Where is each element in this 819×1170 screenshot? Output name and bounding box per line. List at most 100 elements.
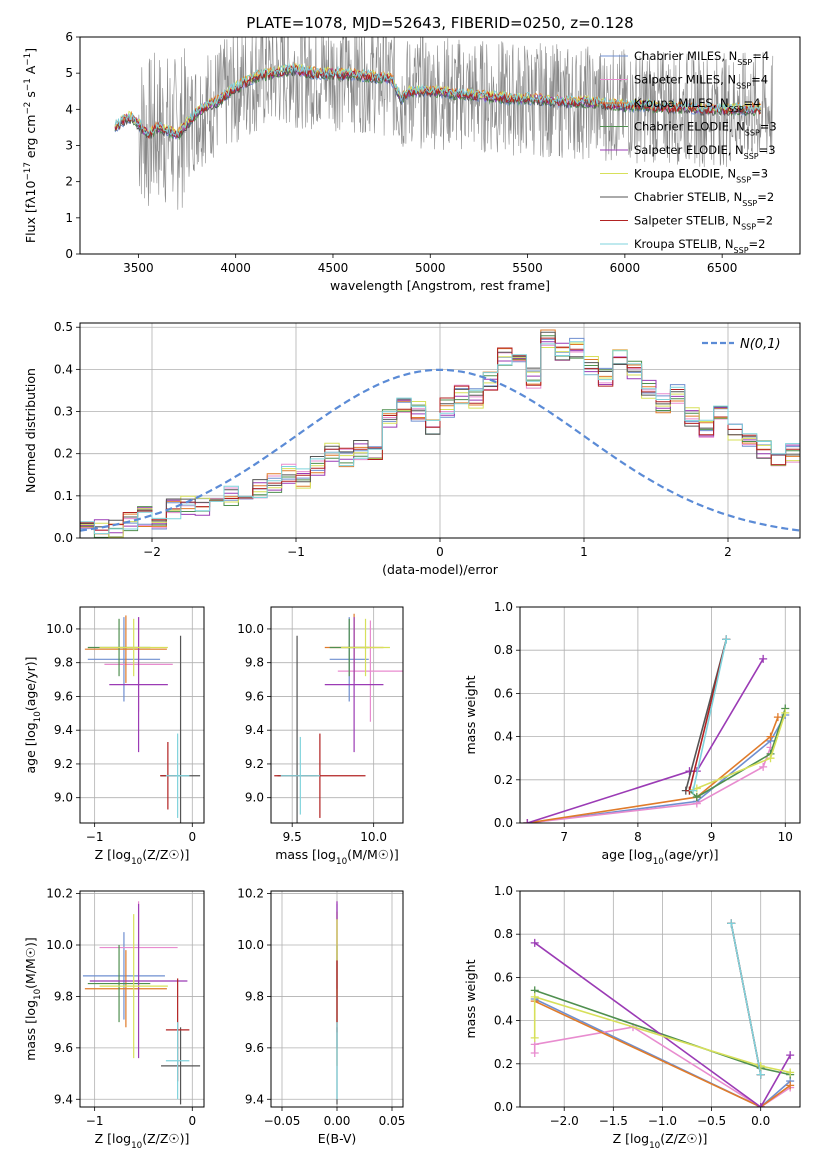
weight-line	[533, 995, 791, 1074]
axes-frame	[270, 890, 404, 1108]
mass-age-panel: 9.5 10.0 9.0 9.2 9.4 9.6 9.8 10.0 mass [log10(M/…	[237, 606, 404, 867]
y-tick-label: 3	[65, 139, 73, 153]
y-tick-label: 9.4	[245, 723, 264, 737]
weight-marker	[766, 732, 775, 741]
y-tick-label: 0.0	[494, 816, 513, 830]
legend-label: Salpeter STELIB, NSSP=2	[634, 214, 773, 232]
y-tick-label: 0.8	[494, 927, 513, 941]
weight-marker	[727, 919, 736, 928]
y-tick-label: 9.6	[54, 1041, 73, 1055]
axes-frame	[270, 606, 404, 824]
x-axis-label: age [log10(age/yr)]	[601, 847, 718, 867]
x-axis-label: (data-model)/error	[382, 562, 499, 577]
x-tick-label: −2.0	[550, 1114, 579, 1128]
x-tick-label: 5500	[512, 261, 543, 275]
y-tick-label: 9.8	[245, 989, 264, 1003]
weight-marker	[756, 1061, 765, 1070]
weight-line	[534, 942, 791, 1107]
x-tick-label: 3500	[123, 261, 154, 275]
weight-marker	[530, 1033, 539, 1042]
plot-inner	[274, 613, 403, 823]
y-tick-label: 9.6	[245, 1041, 264, 1055]
y-tick-label: 9.8	[54, 989, 73, 1003]
x-tick-label: 10.0	[360, 830, 387, 844]
plot-inner	[530, 919, 795, 1107]
weight-marker	[773, 713, 782, 722]
weight-marker	[756, 1070, 765, 1079]
x-axis-label: E(B-V)	[318, 1131, 357, 1146]
y-tick-label: 9.0	[245, 791, 264, 805]
x-tick-label: 0	[188, 830, 196, 844]
y-tick-label: 0.8	[494, 643, 513, 657]
weight-marker	[689, 786, 698, 795]
y-axis-label: Normed distribution	[23, 368, 38, 493]
y-tick-label: 0.4	[494, 1014, 513, 1028]
plot-inner	[82, 901, 201, 1105]
x-tick-label: 2	[724, 545, 732, 559]
y-tick-label: 0.6	[494, 686, 513, 700]
y-axis-label: mass weight	[463, 959, 478, 1038]
y-tick-label: 0.0	[494, 1100, 513, 1114]
weight-marker	[692, 793, 701, 802]
x-tick-label: −1	[287, 545, 305, 559]
legend-label: Salpeter MILES, NSSP=4	[634, 73, 768, 91]
legend-label: Salpeter ELODIE, NSSP=3	[634, 143, 776, 161]
age-weight-panel: 7 8 9 10 0.0 0.2 0.4 0.6 0.8 1.0 age [log10(age/yr…	[463, 600, 801, 867]
weight-line	[534, 1000, 791, 1107]
spectrum-panel: 3500 4000 4500 5000 5500 6000 6500 0 1 2 3 4 5 6 wavel…	[23, 30, 801, 293]
legend-label: Kroupa ELODIE, NSSP=3	[634, 167, 768, 185]
residuals-legend-label: N(0,1)	[740, 337, 781, 352]
residual-histogram	[80, 331, 800, 528]
x-tick-label: −1	[86, 830, 104, 844]
weight-marker	[766, 754, 775, 763]
y-tick-label: 0.2	[494, 773, 513, 787]
axes-frame	[79, 890, 205, 1108]
plot-inner	[523, 635, 790, 823]
z-age-panel: −1 0 9.0 9.2 9.4 9.6 9.8 10.0 Z [log10(Z/Z☉)] age…	[23, 606, 205, 867]
y-tick-label: 9.4	[54, 1092, 73, 1106]
x-tick-label: −1.5	[599, 1114, 628, 1128]
y-tick-label: 9.4	[245, 1092, 264, 1106]
weight-line	[534, 998, 791, 1107]
y-axis-label: age [log10(age/yr)]	[23, 656, 43, 773]
observed-spectrum	[138, 37, 774, 210]
legend-label: Kroupa STELIB, NSSP=2	[634, 237, 765, 255]
axes-frame	[79, 36, 801, 255]
x-tick-label: 0.00	[324, 1114, 351, 1128]
x-axis-label: Z [log10(Z/Z☉)]	[613, 1131, 708, 1151]
y-tick-label: 10.2	[237, 887, 264, 901]
weight-line	[730, 923, 762, 1075]
weight-marker	[530, 992, 539, 1001]
normal-curve	[80, 368, 800, 532]
y-tick-label: 0.4	[54, 362, 73, 376]
y-tick-label: 5	[65, 66, 73, 80]
y-tick-label: 0	[65, 247, 73, 261]
x-tick-label: 4500	[318, 261, 349, 275]
y-tick-label: 2	[65, 175, 73, 189]
weight-marker	[722, 635, 731, 644]
weight-marker	[530, 938, 539, 947]
x-axis-label: wavelength [Angstrom, rest frame]	[330, 278, 550, 293]
x-tick-label: 9.5	[283, 830, 302, 844]
residual-histogram	[80, 329, 800, 535]
y-tick-label: 0.1	[54, 489, 73, 503]
model-spectrum-line	[114, 62, 761, 137]
x-tick-label: 6000	[610, 261, 641, 275]
residual-histogram	[80, 341, 800, 535]
weight-marker	[759, 762, 768, 771]
y-tick-label: 6	[65, 30, 73, 44]
y-tick-label: 0.6	[494, 970, 513, 984]
y-tick-label: 1.0	[494, 884, 513, 898]
residuals-legend: N(0,1)	[702, 337, 781, 352]
axes-frame	[79, 606, 205, 824]
y-tick-label: 10.0	[46, 622, 73, 636]
x-tick-label: 6500	[707, 261, 738, 275]
weight-line	[527, 747, 772, 823]
legend-label: Kroupa MILES, NSSP=4	[634, 96, 760, 114]
y-tick-label: 4	[65, 102, 73, 116]
residual-histogram	[80, 337, 800, 531]
plot-inner	[84, 615, 201, 823]
y-tick-label: 10.0	[237, 622, 264, 636]
y-axis-label: Flux [fλ10−17 erg cm−2 s−1 A−1]	[23, 48, 38, 243]
